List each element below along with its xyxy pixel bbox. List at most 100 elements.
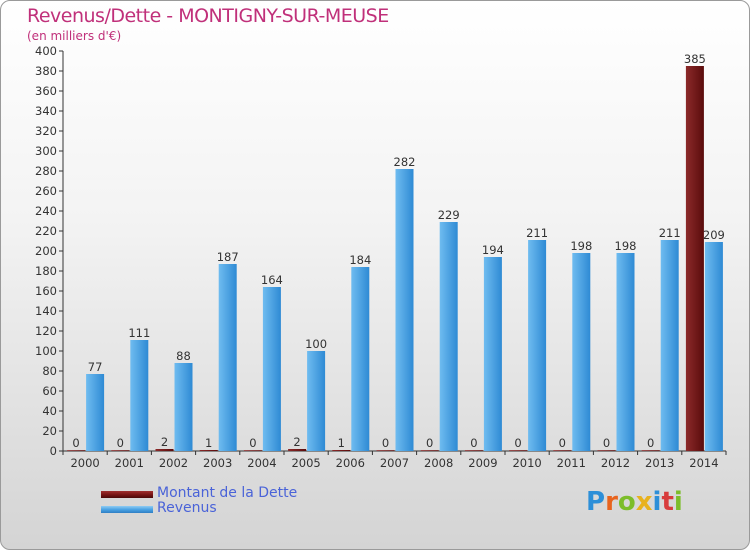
data-label-dette: 0 (647, 436, 654, 450)
y-tick-label: 280 (35, 164, 57, 178)
x-tick-label: 2000 (70, 456, 99, 470)
x-tick-label: 2011 (557, 456, 586, 470)
proxiti-logo: Proxiti (586, 487, 683, 517)
y-tick-label: 380 (35, 64, 57, 78)
chart-title: Revenus/Dette - MONTIGNY-SUR-MEUSE (27, 5, 389, 27)
data-label-dette: 0 (559, 436, 566, 450)
y-tick-label: 0 (50, 444, 57, 458)
bar-revenus (174, 363, 193, 451)
y-tick-label: 100 (35, 344, 57, 358)
y-tick-label: 200 (35, 244, 57, 258)
data-label-revenus: 211 (526, 226, 548, 240)
data-label-dette: 0 (603, 436, 610, 450)
bar-dette (376, 450, 395, 451)
y-tick-label: 240 (35, 204, 57, 218)
data-label-dette: 1 (205, 436, 212, 450)
bar-revenus (439, 222, 458, 451)
data-label-dette: 0 (249, 436, 256, 450)
bar-revenus (307, 351, 326, 451)
bar-dette (67, 450, 86, 451)
bar-revenus (616, 253, 635, 451)
y-tick-label: 340 (35, 104, 57, 118)
data-label-revenus: 88 (176, 349, 191, 363)
x-tick-label: 2008 (424, 456, 453, 470)
bar-revenus (130, 340, 149, 451)
bar-dette (288, 449, 307, 451)
legend-label-revenus: Revenus (157, 500, 217, 516)
logo-letter: t (661, 487, 674, 517)
bar-revenus (660, 240, 679, 451)
x-tick-label: 2010 (512, 456, 541, 470)
bar-dette (332, 450, 351, 451)
bar-dette (111, 450, 130, 451)
logo-letter: o (617, 487, 636, 517)
bar-dette (597, 450, 616, 451)
x-tick-label: 2012 (601, 456, 630, 470)
x-tick-label: 2007 (380, 456, 409, 470)
data-label-revenus: 100 (305, 337, 327, 351)
y-tick-label: 80 (42, 364, 57, 378)
data-labels: 0 77 0 111 2 88 1 187 0 164 2 100 1 184 0 282 0 229 0 194 0 2… (72, 52, 724, 450)
x-tick-label: 2001 (115, 456, 144, 470)
bar-dette (243, 450, 262, 451)
logo-letter: i (652, 487, 662, 517)
y-tick-label: 360 (35, 84, 57, 98)
data-label-dette: 2 (293, 435, 300, 449)
x-tick-label: 2009 (468, 456, 497, 470)
x-tick-label: 2002 (159, 456, 188, 470)
bar-revenus (395, 169, 414, 451)
y-tick-label: 140 (35, 304, 57, 318)
bar-revenus (483, 257, 502, 451)
legend-swatch-revenus (101, 506, 153, 513)
x-tick-label: 2014 (689, 456, 718, 470)
data-label-revenus: 187 (217, 250, 239, 264)
bar-dette (641, 450, 660, 451)
data-label-revenus: 111 (128, 326, 150, 340)
x-tick-label: 2003 (203, 456, 232, 470)
data-label-dette: 0 (426, 436, 433, 450)
bar-dette (553, 450, 572, 451)
bar-revenus (86, 374, 105, 451)
y-tick-label: 160 (35, 284, 57, 298)
x-tick-label: 2006 (336, 456, 365, 470)
data-label-revenus: 194 (482, 243, 504, 257)
bar-dette (509, 450, 528, 451)
y-tick-label: 320 (35, 124, 57, 138)
bar-revenus (528, 240, 547, 451)
legend-swatch-dette (101, 491, 153, 498)
bar-dette (420, 450, 439, 451)
logo-letter: i (673, 487, 683, 517)
bar-revenus (572, 253, 591, 451)
bar-dette (155, 449, 174, 451)
data-label-dette: 0 (470, 436, 477, 450)
y-tick-label: 260 (35, 184, 57, 198)
data-label-revenus: 229 (438, 208, 460, 222)
logo-letter: P (586, 487, 606, 517)
data-label-dette: 1 (338, 436, 345, 450)
data-label-dette: 0 (117, 436, 124, 450)
x-tick-label: 2013 (645, 456, 674, 470)
y-tick-label: 40 (42, 404, 57, 418)
data-label-revenus: 77 (88, 360, 103, 374)
data-label-dette: 2 (161, 435, 168, 449)
chart-subtitle: (en milliers d'€) (27, 29, 122, 43)
y-tick-label: 400 (35, 44, 57, 58)
data-label-revenus: 198 (570, 239, 592, 253)
x-tick-label: 2004 (247, 456, 276, 470)
data-label-dette: 385 (684, 52, 706, 66)
bar-dette (685, 66, 704, 451)
logo-letter: r (605, 487, 618, 517)
y-tick-label: 180 (35, 264, 57, 278)
data-label-dette: 0 (514, 436, 521, 450)
bar-revenus (351, 267, 370, 451)
bar-revenus (704, 242, 723, 451)
data-label-revenus: 198 (615, 239, 637, 253)
y-tick-label: 120 (35, 324, 57, 338)
bar-revenus (262, 287, 281, 451)
y-tick-label: 220 (35, 224, 57, 238)
y-tick-label: 60 (42, 384, 57, 398)
x-axis: 2000 2001 2002 2003 2004 2005 2006 2007 2008 2009… (62, 450, 727, 470)
data-label-revenus: 164 (261, 273, 283, 287)
